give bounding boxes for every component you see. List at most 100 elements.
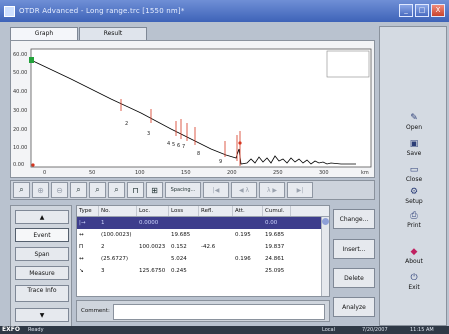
scroll-up-icon[interactable]: [322, 218, 329, 225]
cell-loc: 0.0000: [139, 220, 159, 226]
y-tick: 20.00: [13, 127, 27, 133]
cell-no: (100.0023): [101, 232, 132, 238]
table-row[interactable]: ↔ (100.0023) 19.685 0.195 19.685: [77, 229, 329, 241]
sidebar-item-trace-info[interactable]: Trace Info: [15, 285, 69, 302]
cell-type: Π: [79, 244, 84, 250]
col-no[interactable]: No.: [99, 206, 137, 216]
event-actions: Change... Insert... Delete Analyze: [333, 205, 375, 327]
first-event-button[interactable]: |◀: [203, 182, 229, 198]
exit-icon: ⏻: [410, 273, 418, 283]
title-bar: OTDR Advanced - Long range.trc [1550 nm]…: [0, 0, 449, 22]
open-button[interactable]: ✎ Open: [388, 113, 440, 135]
about-label: About: [405, 258, 423, 265]
tab-result[interactable]: Result: [79, 27, 147, 40]
table-scrollbar[interactable]: [321, 217, 329, 296]
cell-type: ↘: [79, 268, 84, 274]
analyze-button[interactable]: Analyze: [333, 297, 375, 317]
close-file-button[interactable]: ▭ Close: [388, 165, 440, 187]
sidebar-item-span[interactable]: Span: [15, 247, 69, 261]
status-date: 7/20/2007: [362, 327, 388, 333]
prev-wavelength-button[interactable]: ◀ λ: [231, 182, 257, 198]
trace-graph[interactable]: 60.00 50.00 40.00 30.00 20.00 10.00 0.00…: [10, 40, 375, 178]
save-button[interactable]: ▣ Save: [388, 139, 440, 161]
col-cumul[interactable]: Cumul.: [263, 206, 291, 216]
event-label: 9: [219, 159, 222, 165]
x-tick: 200: [227, 170, 237, 176]
zoom-fit-icon[interactable]: ⌕: [108, 182, 125, 198]
sidebar-item-event[interactable]: Event: [15, 228, 69, 242]
open-icon: ✎: [410, 113, 418, 123]
about-icon: ◆: [410, 247, 418, 257]
trace-line: [32, 60, 356, 165]
cell-loss: 0.245: [171, 268, 187, 274]
next-wavelength-button[interactable]: λ ▶: [259, 182, 285, 198]
col-type[interactable]: Type: [77, 206, 99, 216]
zoom-out-icon[interactable]: ⊖: [51, 182, 68, 198]
col-att[interactable]: Att.: [233, 206, 263, 216]
print-button[interactable]: ⎙ Print: [388, 211, 440, 233]
maximize-button[interactable]: □: [415, 4, 429, 17]
cursor-point: [238, 141, 242, 145]
cell-cumul: 19.685: [265, 232, 285, 238]
status-text: Ready: [28, 327, 44, 333]
zoom-icon[interactable]: ⌕: [13, 182, 30, 198]
y-tick: 50.00: [13, 70, 27, 76]
events-table: Type No. Loc. Loss Refl. Att. Cumul. |→ 1…: [76, 205, 330, 297]
last-event-button[interactable]: ▶|: [287, 182, 313, 198]
cell-att: 0.196: [235, 256, 251, 262]
table-row[interactable]: |→ 1 0.0000 0.00: [77, 217, 329, 229]
table-row[interactable]: Π 2 100.0023 0.152 -42.6 19.837: [77, 241, 329, 253]
zoom-area-icon[interactable]: ⌕: [70, 182, 87, 198]
table-row[interactable]: ↘ 3 125.6750 0.245 25.095: [77, 265, 329, 277]
brand-logo: EXFO: [2, 326, 20, 333]
cell-loss: 5.024: [171, 256, 187, 262]
close-icon: ▭: [409, 165, 419, 175]
spacing-button[interactable]: Spacing...: [165, 182, 201, 198]
minimize-button[interactable]: _: [399, 4, 413, 17]
col-loss[interactable]: Loss: [169, 206, 199, 216]
sidebar-item-measure[interactable]: Measure: [15, 266, 69, 280]
table-row[interactable]: ↔ (25.6727) 5.024 0.196 24.861: [77, 253, 329, 265]
cell-loss: 0.152: [171, 244, 187, 250]
print-label: Print: [407, 222, 421, 229]
y-tick: 30.00: [13, 108, 27, 114]
window-title: OTDR Advanced - Long range.trc [1550 nm]…: [19, 7, 185, 15]
setup-button[interactable]: ⚙ Setup: [388, 187, 440, 209]
zoom-event-icon[interactable]: ⌕: [89, 182, 106, 198]
cell-cumul: 24.861: [265, 256, 285, 262]
x-unit: km: [361, 170, 369, 176]
event-label: 3: [147, 131, 150, 137]
full-trace-icon[interactable]: ⊓: [127, 182, 144, 198]
save-icon: ▣: [409, 139, 419, 149]
sidebar-scroll-up[interactable]: ▲: [15, 210, 69, 224]
col-refl[interactable]: Refl.: [199, 206, 233, 216]
close-window-button[interactable]: X: [431, 4, 445, 17]
change-button[interactable]: Change...: [333, 209, 375, 229]
cell-no: 2: [101, 244, 105, 250]
insert-button[interactable]: Insert...: [333, 239, 375, 259]
view-tabs: Graph Result: [10, 27, 148, 40]
y-tick: 40.00: [13, 89, 27, 95]
comment-input[interactable]: [113, 304, 325, 320]
window-controls: _ □ X: [399, 4, 445, 17]
cursor-icon[interactable]: ⊞: [146, 182, 163, 198]
event-label: 6: [177, 143, 180, 149]
cell-loss: 19.685: [171, 232, 191, 238]
x-tick: 150: [181, 170, 191, 176]
tab-graph[interactable]: Graph: [10, 27, 78, 40]
col-loc[interactable]: Loc.: [137, 206, 169, 216]
sidebar-scroll-down[interactable]: ▼: [15, 308, 69, 322]
about-button[interactable]: ◆ About: [388, 247, 440, 269]
trace-graph-canvas[interactable]: 60.00 50.00 40.00 30.00 20.00 10.00 0.00…: [11, 41, 376, 179]
table-header: Type No. Loc. Loss Refl. Att. Cumul.: [77, 206, 329, 217]
main-menu-panel: ✎ Open ▣ Save ▭ Close ⚙ Setup ⎙ Print ◆ …: [379, 26, 447, 326]
table-body: |→ 1 0.0000 0.00 ↔ (100.0023) 19.685 0.195 19.68…: [77, 217, 329, 277]
app-icon: [4, 5, 15, 17]
x-tick: 100: [135, 170, 145, 176]
delete-button[interactable]: Delete: [333, 268, 375, 288]
exit-button[interactable]: ⏻ Exit: [388, 273, 440, 295]
graph-toolbar: ⌕ ⊕ ⊖ ⌕ ⌕ ⌕ ⊓ ⊞ Spacing... |◀ ◀ λ λ ▶ ▶|: [10, 180, 375, 200]
zoom-in-icon[interactable]: ⊕: [32, 182, 49, 198]
launch-marker: [29, 57, 34, 63]
cell-cumul: 0.00: [265, 220, 278, 226]
